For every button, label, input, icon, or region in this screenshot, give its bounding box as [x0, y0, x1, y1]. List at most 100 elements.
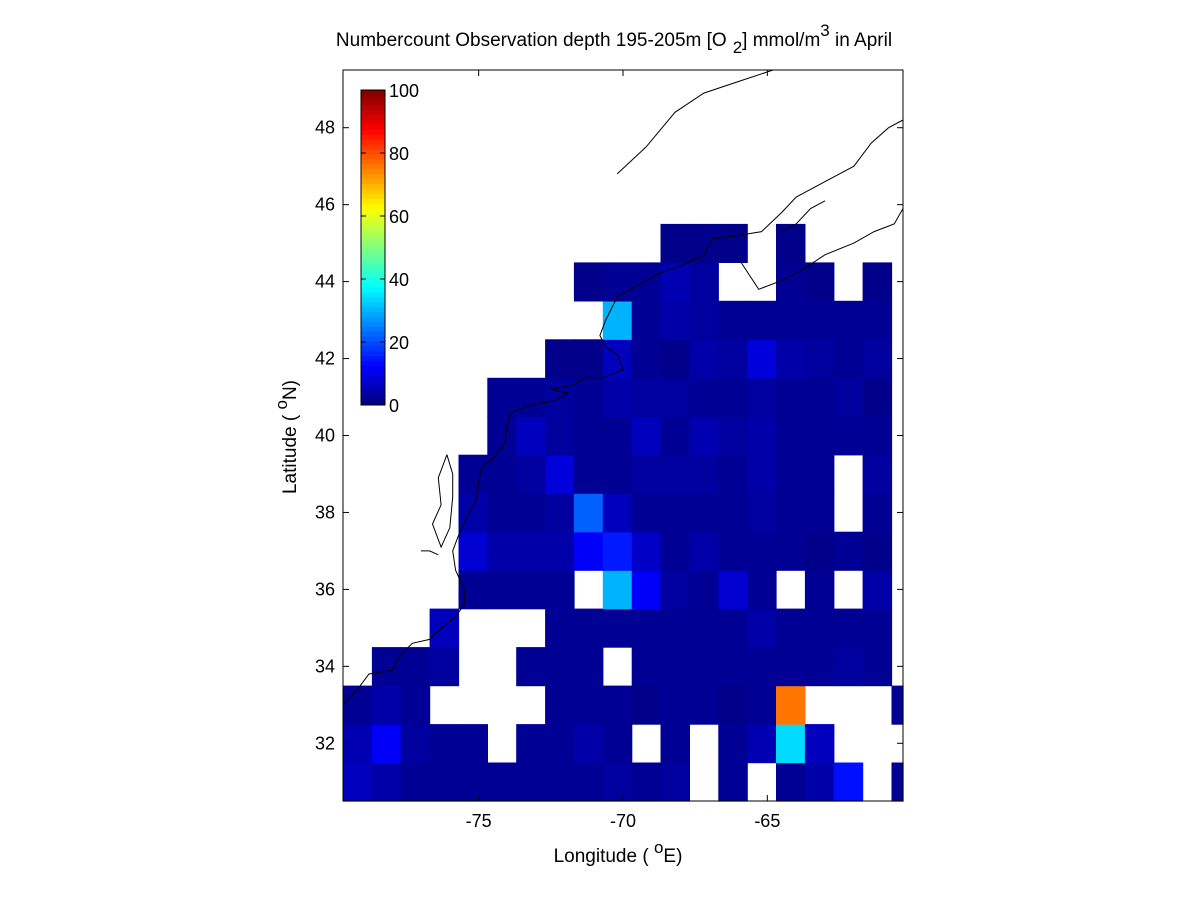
- colorbar-segment: [361, 193, 385, 199]
- heatmap-cell: [602, 493, 633, 533]
- colorbar: 0 20 40 60 80 100: [360, 81, 419, 416]
- colorbar-segment: [361, 262, 385, 268]
- heatmap-cell: [400, 647, 431, 687]
- heatmap-cell: [804, 724, 835, 764]
- title-main: Numbercount Observation depth 195-205m […: [336, 30, 727, 51]
- heatmap-cell: [573, 262, 604, 302]
- colorbar-segment: [361, 390, 385, 396]
- colorbar-segment: [361, 188, 385, 194]
- colorbar-tick-label: 80: [389, 144, 409, 164]
- heatmap-cell: [776, 724, 806, 764]
- heatmap-cell: [689, 377, 719, 417]
- colorbar-segment: [361, 400, 385, 406]
- heatmap-cell: [689, 493, 719, 533]
- heatmap-cell: [545, 685, 575, 725]
- colorbar-segment: [361, 114, 385, 121]
- heatmap-cell: [487, 493, 517, 533]
- heatmap-cell: [573, 493, 604, 533]
- heatmap-cell: [689, 608, 719, 648]
- heatmap-cell: [689, 685, 719, 725]
- heatmap-cell: [516, 724, 546, 764]
- x-tick-label: -75: [466, 811, 492, 831]
- y-tick-label: 34: [315, 656, 335, 676]
- colorbar-segment: [361, 341, 385, 347]
- colorbar-segment: [361, 168, 385, 175]
- heatmap-cell: [747, 531, 777, 571]
- x-axis-label-post: E): [663, 846, 682, 867]
- colorbar-segment: [361, 267, 385, 273]
- heatmap-cell: [747, 647, 777, 687]
- heatmap-cell: [862, 647, 893, 687]
- heatmap-cell: [776, 531, 806, 571]
- heatmap-cell: [429, 724, 460, 764]
- heatmap-cell: [776, 685, 806, 725]
- colorbar-segment: [361, 109, 385, 116]
- heatmap-cell: [718, 647, 748, 687]
- heatmap-cell: [631, 416, 662, 456]
- heatmap-cell: [689, 262, 719, 302]
- heatmap-cell: [631, 685, 662, 725]
- heatmap-cell: [545, 570, 575, 610]
- colorbar-segment: [361, 198, 385, 204]
- colorbar-segment: [361, 242, 385, 248]
- heatmap-cell: [718, 762, 748, 802]
- colorbar-segment: [361, 301, 385, 308]
- colorbar-segment: [361, 129, 385, 135]
- colorbar-segment: [361, 395, 385, 401]
- heatmap-cell: [804, 454, 835, 494]
- heatmap-cell: [747, 570, 777, 610]
- heatmap-cell: [631, 531, 662, 571]
- heatmap-cell: [602, 262, 633, 302]
- colorbar-segment: [361, 134, 385, 140]
- y-tick-label: 44: [315, 272, 335, 292]
- heatmap-cell: [804, 762, 835, 802]
- heatmap-cell: [545, 493, 575, 533]
- heatmap-cell: [631, 493, 662, 533]
- heatmap-cell: [516, 531, 546, 571]
- coastline-segment: [342, 119, 904, 706]
- x-axis-label: Longitude ( oE): [554, 838, 683, 867]
- colorbar-segment: [361, 139, 385, 145]
- colorbar-segment: [361, 183, 385, 189]
- y-axis-label-post: N): [280, 380, 301, 400]
- coastline-segment: [738, 208, 904, 290]
- heatmap-cell: [371, 762, 402, 802]
- heatmap-cell: [400, 685, 431, 725]
- colorbar-segment: [361, 99, 385, 106]
- heatmap-cell: [660, 223, 690, 263]
- heatmap-cell: [689, 416, 719, 456]
- colorbar-segment: [361, 257, 385, 263]
- heatmap-cell: [371, 724, 402, 764]
- heatmap-cell: [545, 762, 575, 802]
- heatmap-cell: [487, 762, 517, 802]
- heatmap-cell: [776, 339, 806, 379]
- colorbar-segment: [361, 90, 385, 96]
- heatmap-cell: [371, 647, 402, 687]
- colorbar-segment: [361, 203, 385, 209]
- colorbar-segment: [361, 370, 385, 376]
- colorbar-tick-label: 100: [389, 81, 419, 101]
- colorbar-segment: [361, 286, 385, 293]
- heatmap-cell: [776, 377, 806, 417]
- heatmap-cell: [747, 416, 777, 456]
- heatmap-cell: [631, 454, 662, 494]
- y-axis-label-degree: o: [272, 400, 291, 409]
- colorbar-segment: [361, 360, 385, 367]
- colorbar-segment: [361, 227, 385, 234]
- heatmap-cell: [776, 223, 806, 263]
- y-tick-label: 42: [315, 349, 335, 369]
- coastline-segment: [616, 69, 774, 175]
- heatmap-cell: [833, 608, 864, 648]
- heatmap-cell: [516, 647, 546, 687]
- heatmap-cell: [602, 608, 633, 648]
- heatmap-cell: [516, 493, 546, 533]
- heatmap-cell: [833, 531, 864, 571]
- heatmap-cell: [689, 531, 719, 571]
- heatmap-cell: [718, 608, 748, 648]
- colorbar-segment: [361, 222, 385, 229]
- colorbar-tick-label: 60: [389, 207, 409, 227]
- y-tick-label: 32: [315, 733, 335, 753]
- colorbar-segment: [361, 355, 385, 362]
- heatmap-cell: [343, 685, 373, 725]
- heatmap-cell: [862, 300, 893, 340]
